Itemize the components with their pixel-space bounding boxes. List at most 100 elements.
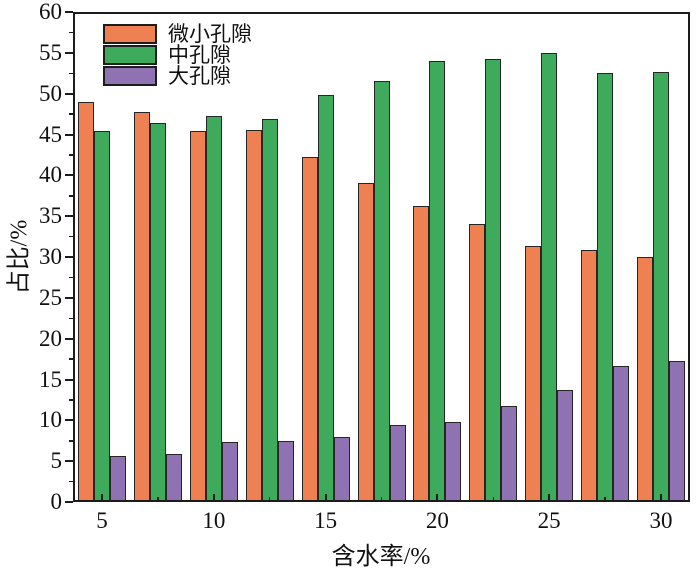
y-minor-tick <box>69 276 73 279</box>
y-tick-label: 10 <box>39 407 62 433</box>
x-major-tick <box>212 494 215 500</box>
bar-大孔隙-22.5 <box>501 405 518 502</box>
bar-中孔隙-17.5 <box>373 81 390 502</box>
bar-微小孔隙-7.5 <box>133 112 150 502</box>
x-minor-tick <box>380 496 383 500</box>
y-tick-label: 5 <box>50 448 63 474</box>
x-tick-label: 20 <box>425 508 449 533</box>
x-major-tick <box>548 494 551 500</box>
x-major-tick <box>659 494 662 500</box>
bar-中孔隙-20 <box>429 61 446 502</box>
bar-大孔隙-12.5 <box>277 440 294 502</box>
bar-大孔隙-30 <box>668 360 685 502</box>
bar-微小孔隙-20 <box>413 206 430 502</box>
bar-微小孔隙-22.5 <box>469 224 486 502</box>
legend-label: 微小孔隙 <box>168 22 252 46</box>
y-tick-label: 30 <box>39 244 62 269</box>
bar-中孔隙-12.5 <box>261 118 278 502</box>
legend-swatch <box>103 66 157 86</box>
y-tick-label: 40 <box>39 162 62 188</box>
bar-中孔隙-27.5 <box>597 73 614 502</box>
y-minor-tick <box>69 72 73 74</box>
bar-微小孔隙-10 <box>189 131 206 502</box>
y-major-tick <box>65 460 73 463</box>
bar-大孔隙-15 <box>333 436 350 502</box>
x-major-tick <box>101 494 104 500</box>
bar-大孔隙-17.5 <box>389 425 406 502</box>
bar-大孔隙-27.5 <box>613 365 630 502</box>
y-tick-label: 0 <box>50 489 63 514</box>
x-tick-label: 25 <box>537 508 561 533</box>
y-tick-label: 45 <box>39 121 62 147</box>
y-major-tick <box>65 215 73 218</box>
bar-微小孔隙-30 <box>636 257 653 502</box>
bar-中孔隙-7.5 <box>149 123 166 502</box>
legend-item-大孔隙: 大孔隙 <box>103 64 252 88</box>
y-tick-label: 15 <box>39 366 62 392</box>
bar-中孔隙-25 <box>541 52 558 502</box>
bar-大孔隙-10 <box>221 442 238 502</box>
bar-大孔隙-5 <box>110 456 127 502</box>
legend-swatch <box>103 24 157 44</box>
bar-中孔隙-5 <box>94 131 111 502</box>
x-major-tick <box>436 494 439 500</box>
y-minor-tick <box>69 358 73 360</box>
y-major-tick <box>65 92 73 95</box>
bar-微小孔隙-12.5 <box>245 129 262 502</box>
bar-中孔隙-15 <box>317 95 334 502</box>
y-major-tick <box>65 133 73 136</box>
legend-label: 大孔隙 <box>168 64 231 88</box>
legend: 微小孔隙 中孔隙 大孔隙 <box>103 24 252 87</box>
y-major-tick <box>65 11 73 13</box>
bar-大孔隙-25 <box>557 390 574 502</box>
y-tick-label: 35 <box>39 203 62 229</box>
y-minor-tick <box>69 154 73 156</box>
bar-微小孔隙-17.5 <box>357 182 374 502</box>
bar-微小孔隙-27.5 <box>581 250 598 502</box>
y-minor-tick <box>69 480 73 483</box>
y-major-tick <box>65 501 73 503</box>
y-minor-tick <box>69 399 73 401</box>
legend-item-中孔隙: 中孔隙 <box>103 43 252 67</box>
bar-中孔隙-22.5 <box>485 59 502 502</box>
bar-微小孔隙-25 <box>525 246 542 502</box>
x-minor-tick <box>268 496 271 500</box>
y-minor-tick <box>69 31 73 34</box>
x-major-tick <box>324 494 327 500</box>
bar-大孔隙-7.5 <box>165 453 182 502</box>
y-minor-tick <box>69 113 73 115</box>
y-tick-label: 60 <box>39 0 62 24</box>
y-major-tick <box>65 256 73 258</box>
y-major-tick <box>65 419 73 422</box>
y-tick-label: 50 <box>39 80 62 106</box>
x-minor-tick <box>492 496 495 500</box>
x-axis-label: 含水率/% <box>331 544 431 570</box>
x-tick-label: 30 <box>649 508 673 533</box>
y-tick-label: 25 <box>39 284 62 310</box>
y-minor-tick <box>69 317 73 319</box>
y-tick-label: 55 <box>39 39 62 65</box>
x-tick-label: 15 <box>314 508 338 533</box>
bar-中孔隙-30 <box>652 71 669 502</box>
y-minor-tick <box>69 440 73 442</box>
legend-item-微小孔隙: 微小孔隙 <box>103 22 252 46</box>
y-major-tick <box>65 51 73 54</box>
y-major-tick <box>65 174 73 177</box>
y-minor-tick <box>69 235 73 238</box>
y-major-tick <box>65 296 73 299</box>
y-minor-tick <box>69 195 73 197</box>
y-major-tick <box>65 378 73 381</box>
y-major-tick <box>65 337 73 340</box>
legend-label: 中孔隙 <box>168 43 231 67</box>
y-tick-label: 20 <box>39 325 62 351</box>
bar-中孔隙-10 <box>205 115 222 502</box>
x-minor-tick <box>604 496 606 500</box>
x-minor-tick <box>157 496 159 500</box>
bar-微小孔隙-5 <box>78 101 95 502</box>
x-tick-label: 10 <box>202 508 226 533</box>
x-tick-label: 5 <box>96 508 108 533</box>
legend-swatch <box>103 45 157 65</box>
bar-微小孔隙-15 <box>301 157 318 502</box>
bar-大孔隙-20 <box>445 421 462 502</box>
